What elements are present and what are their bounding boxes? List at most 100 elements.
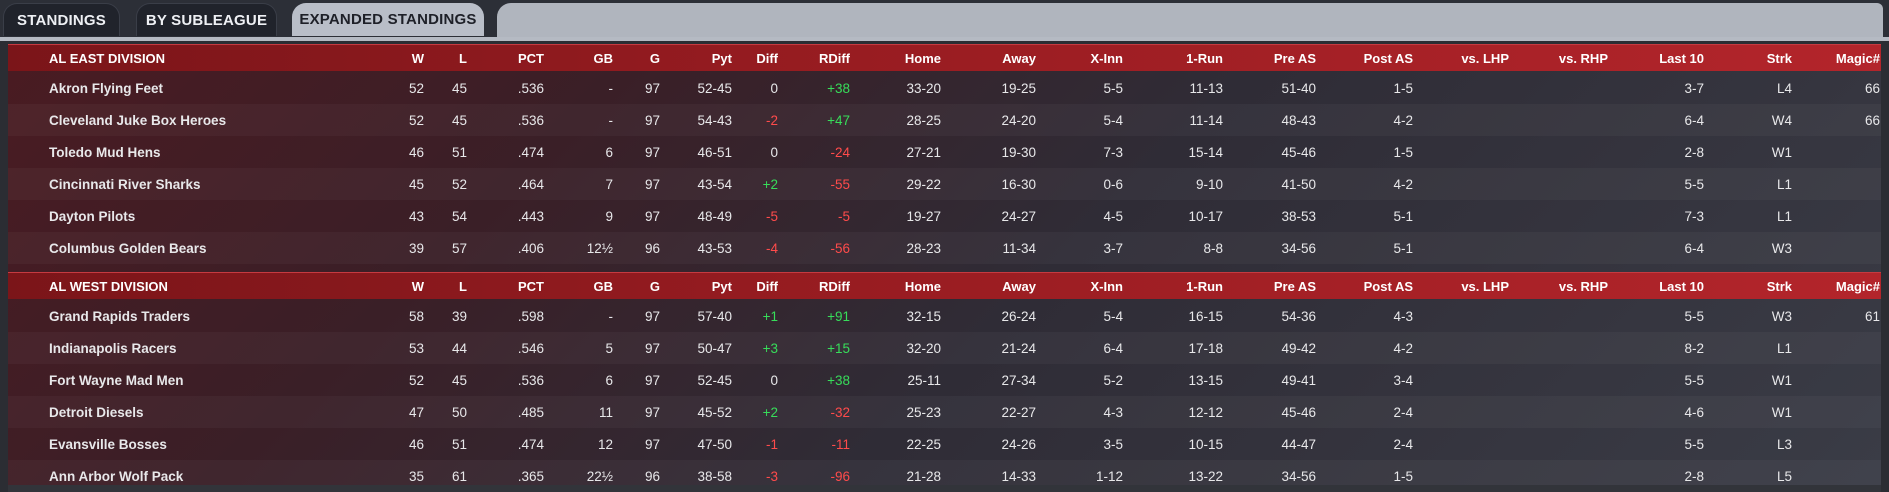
table-row[interactable]: Grand Rapids Traders 58 39 .598 - 97 57-40 +1 +9…: [8, 300, 1881, 332]
table-cell: 0: [770, 80, 778, 96]
table-row[interactable]: Dayton Pilots 43 54 .443 9 97 48-49 -5 -5 19-27 24…: [8, 200, 1881, 232]
team-name-link[interactable]: Cincinnati River Sharks: [49, 176, 201, 192]
table-row[interactable]: Indianapolis Racers 53 44 .546 5 97 50-47 +3 +15…: [8, 332, 1881, 364]
column-header[interactable]: Diff: [756, 278, 778, 294]
table-cell: 4-2: [1393, 176, 1413, 192]
table-cell: 2-8: [1684, 468, 1704, 484]
team-name-link[interactable]: Evansville Bosses: [49, 436, 167, 452]
table-cell: 97: [644, 112, 660, 128]
column-header[interactable]: Strk: [1766, 278, 1792, 294]
column-header[interactable]: Last 10: [1659, 50, 1704, 66]
column-header[interactable]: Diff: [756, 50, 778, 66]
column-header[interactable]: vs. LHP: [1461, 50, 1509, 66]
column-header[interactable]: RDiff: [818, 50, 850, 66]
table-cell: 52-45: [697, 80, 732, 96]
team-name-link[interactable]: Grand Rapids Traders: [49, 308, 191, 324]
table-row[interactable]: Evansville Bosses 46 51 .474 12 97 47-50 -1 -11 2…: [8, 428, 1881, 460]
column-header[interactable]: Pyt: [711, 50, 732, 66]
table-row[interactable]: Cincinnati River Sharks 45 52 .464 7 97 43-54 +…: [8, 168, 1881, 200]
column-header[interactable]: Away: [1002, 50, 1036, 66]
table-cell: 0: [770, 372, 778, 388]
table-cell: 41-50: [1281, 176, 1316, 192]
column-header[interactable]: Pre AS: [1273, 278, 1316, 294]
table-cell: 52: [408, 112, 424, 128]
column-header[interactable]: Magic#: [1835, 50, 1880, 66]
team-name-link[interactable]: Columbus Golden Bears: [49, 240, 207, 256]
table-cell: 2-4: [1393, 436, 1413, 452]
table-cell: 45-46: [1281, 404, 1316, 420]
table-cell: 97: [644, 144, 660, 160]
table-cell: 21-24: [1001, 340, 1036, 356]
team-name-link[interactable]: Cleveland Juke Box Heroes: [49, 112, 227, 128]
table-cell: 24-20: [1001, 112, 1036, 128]
column-header[interactable]: vs. RHP: [1558, 50, 1608, 66]
column-header[interactable]: GB: [593, 50, 614, 66]
table-cell: 2-8: [1684, 144, 1704, 160]
team-name-link[interactable]: Toledo Mud Hens: [49, 144, 161, 160]
column-header[interactable]: Pyt: [711, 278, 732, 294]
table-cell: 5-5: [1103, 80, 1123, 96]
table-cell: 7-3: [1103, 144, 1123, 160]
table-row[interactable]: Fort Wayne Mad Men 52 45 .536 6 97 52-45 0 +38 25…: [8, 364, 1881, 396]
column-header[interactable]: vs. LHP: [1461, 278, 1509, 294]
column-header[interactable]: 1-Run: [1186, 278, 1223, 294]
table-cell: 22½: [586, 468, 613, 484]
team-name-link[interactable]: Akron Flying Feet: [49, 80, 164, 96]
table-cell: 53: [408, 340, 424, 356]
tab-expanded-standings[interactable]: EXPANDED STANDINGS: [292, 3, 484, 36]
table-cell: 24-27: [1001, 208, 1036, 224]
column-header[interactable]: L: [459, 50, 467, 66]
table-cell: 43-53: [697, 240, 732, 256]
column-header[interactable]: X-Inn: [1090, 50, 1124, 66]
table-cell: -2: [765, 112, 778, 128]
table-cell: 15-14: [1188, 144, 1223, 160]
table-cell: 8-8: [1203, 240, 1223, 256]
tab-by-subleague[interactable]: BY SUBLEAGUE: [136, 3, 277, 36]
team-name-link[interactable]: Fort Wayne Mad Men: [49, 372, 184, 388]
table-cell: 29-22: [906, 176, 941, 192]
table-cell: 32-20: [906, 340, 941, 356]
column-header[interactable]: G: [649, 278, 660, 294]
tab-standings[interactable]: STANDINGS: [3, 3, 120, 36]
standings-table: AL EAST DIVISION W L PCT GB G Pyt Diff RDiff Home…: [8, 44, 1881, 485]
column-header[interactable]: RDiff: [818, 278, 850, 294]
table-row[interactable]: Toledo Mud Hens 46 51 .474 6 97 46-51 0 -24 27-21…: [8, 136, 1881, 168]
table-row[interactable]: Detroit Diesels 47 50 .485 11 97 45-52 +2 -32 25-…: [8, 396, 1881, 428]
column-header[interactable]: G: [649, 50, 660, 66]
table-cell: 35: [408, 468, 424, 484]
column-header[interactable]: Home: [904, 278, 941, 294]
column-header[interactable]: GB: [593, 278, 614, 294]
table-cell: 5-4: [1103, 308, 1123, 324]
table-row[interactable]: Columbus Golden Bears 39 57 .406 12½ 96 43-53 -…: [8, 232, 1881, 264]
column-header[interactable]: PCT: [518, 50, 544, 66]
column-header[interactable]: W: [411, 50, 424, 66]
division-title: AL WEST DIVISION: [49, 278, 168, 294]
team-name-link[interactable]: Dayton Pilots: [49, 208, 136, 224]
table-cell: 58: [408, 308, 424, 324]
table-cell: 38-53: [1281, 208, 1316, 224]
table-row[interactable]: Ann Arbor Wolf Pack 35 61 .365 22½ 96 38-58 -3 -…: [8, 460, 1881, 492]
column-header[interactable]: 1-Run: [1186, 50, 1223, 66]
column-header[interactable]: vs. RHP: [1558, 278, 1608, 294]
column-header[interactable]: W: [411, 278, 424, 294]
team-name-link[interactable]: Indianapolis Racers: [49, 340, 177, 356]
column-header[interactable]: L: [459, 278, 467, 294]
column-header[interactable]: PCT: [518, 278, 544, 294]
column-header[interactable]: Home: [904, 50, 941, 66]
column-header[interactable]: Pre AS: [1273, 50, 1316, 66]
column-header[interactable]: Last 10: [1659, 278, 1704, 294]
table-cell: 51: [451, 436, 467, 452]
column-header[interactable]: Post AS: [1363, 50, 1413, 66]
column-header[interactable]: X-Inn: [1090, 278, 1124, 294]
column-header[interactable]: Magic#: [1835, 278, 1880, 294]
team-name-link[interactable]: Ann Arbor Wolf Pack: [49, 468, 184, 484]
column-header[interactable]: Away: [1002, 278, 1036, 294]
column-header[interactable]: Post AS: [1363, 278, 1413, 294]
table-cell: 52-45: [697, 372, 732, 388]
table-cell: 19-25: [1001, 80, 1036, 96]
table-cell: 34-56: [1281, 240, 1316, 256]
table-row[interactable]: Akron Flying Feet 52 45 .536 - 97 52-45 0 +38 33-…: [8, 72, 1881, 104]
column-header[interactable]: Strk: [1766, 50, 1792, 66]
team-name-link[interactable]: Detroit Diesels: [49, 404, 144, 420]
table-row[interactable]: Cleveland Juke Box Heroes 52 45 .536 - 97 54-4…: [8, 104, 1881, 136]
